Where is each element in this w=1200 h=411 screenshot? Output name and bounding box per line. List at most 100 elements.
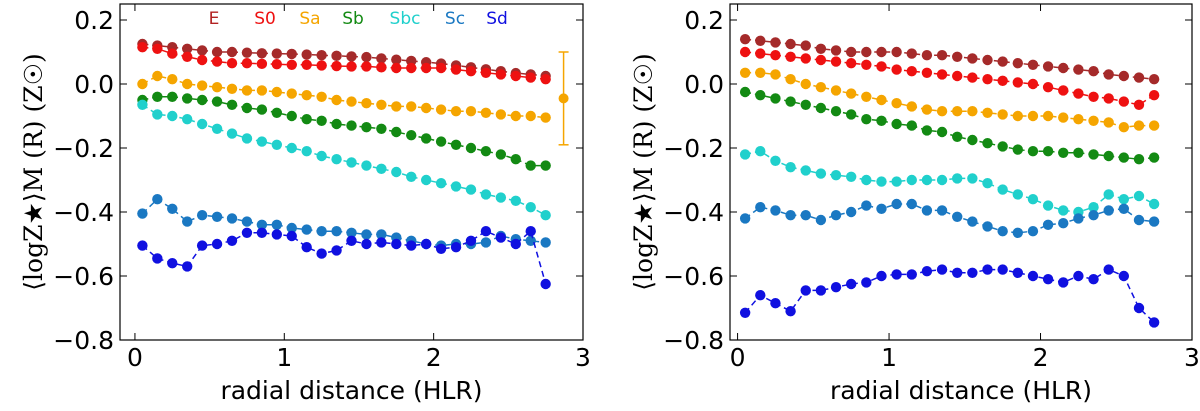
point-s0 [406, 62, 417, 74]
point-e [196, 45, 208, 56]
point-sbc [921, 174, 933, 186]
point-e [211, 46, 223, 58]
point-sbc [861, 174, 872, 186]
point-sc [921, 205, 933, 216]
y-tick-label: −0.6 [53, 262, 114, 291]
point-sd [800, 285, 811, 296]
point-sc [256, 219, 268, 230]
point-sd [891, 269, 902, 280]
point-sa [361, 98, 372, 109]
point-sd [510, 238, 521, 250]
point-sa [861, 91, 872, 103]
point-sa [376, 99, 387, 111]
point-sb [420, 133, 432, 144]
point-sa [845, 88, 857, 99]
point-sc [845, 206, 857, 218]
plot-frame [119, 3, 584, 341]
point-sb [361, 122, 372, 133]
point-sb [997, 141, 1008, 152]
point-sb [1058, 147, 1069, 158]
point-e [770, 37, 781, 48]
point-sbc [982, 178, 993, 189]
point-s0 [1148, 90, 1160, 101]
point-e [301, 49, 312, 60]
point-e [891, 46, 902, 58]
point-sd [936, 264, 948, 275]
point-e [1148, 74, 1160, 85]
point-e [755, 35, 766, 46]
point-e [845, 46, 857, 58]
point-sb [1103, 150, 1114, 162]
point-sbc [967, 173, 978, 184]
error-bar-point [558, 93, 569, 104]
point-sbc [182, 114, 193, 125]
point-sd [861, 277, 872, 288]
point-sc [525, 235, 536, 246]
point-sb [739, 86, 751, 98]
point-s0 [256, 58, 268, 70]
point-sd [226, 235, 238, 246]
point-sa [241, 85, 253, 96]
point-sbc [301, 146, 312, 157]
point-sbc [540, 210, 551, 221]
point-sc [167, 203, 178, 214]
point-s0 [1118, 96, 1130, 107]
point-sa [800, 78, 811, 90]
point-sc [301, 224, 312, 235]
series-line-s0 [745, 51, 1155, 106]
point-sd [137, 240, 148, 251]
point-s0 [137, 42, 148, 53]
point-sa [1027, 110, 1039, 122]
point-sbc [815, 168, 827, 179]
point-sa [391, 101, 402, 112]
legend-entry-s0: S0 [254, 9, 276, 29]
point-sb [241, 102, 253, 114]
point-sbc [800, 165, 811, 176]
legend-entry-sc: Sc [445, 9, 465, 29]
point-sa [211, 82, 223, 93]
point-s0 [420, 62, 432, 74]
point-sa [1103, 117, 1114, 128]
point-sd [495, 232, 507, 243]
point-s0 [921, 67, 933, 79]
y-tick-label: 0.2 [684, 6, 724, 35]
point-sb [331, 118, 342, 130]
point-sd [480, 226, 492, 237]
point-sa [876, 94, 887, 106]
point-sa [770, 69, 781, 80]
legend-entry-e: E [209, 9, 220, 29]
point-e [1058, 62, 1069, 74]
point-sd [241, 227, 253, 238]
point-s0 [450, 64, 462, 75]
point-sc [480, 237, 492, 248]
point-sa [226, 83, 238, 95]
x-tick-label: 2 [1033, 343, 1049, 372]
point-sa [830, 85, 842, 96]
x-axis-label: radial distance (HLR) [220, 376, 482, 405]
point-sa [182, 78, 193, 90]
point-sa [256, 85, 268, 96]
point-sbc [1042, 200, 1054, 211]
point-sbc [465, 184, 477, 195]
point-sbc [1133, 190, 1145, 202]
point-sc [1133, 214, 1145, 226]
point-sc [376, 229, 387, 240]
point-sbc [952, 173, 963, 184]
point-sd [1148, 317, 1160, 328]
point-sd [286, 230, 297, 242]
point-s0 [1027, 78, 1039, 90]
point-sbc [1058, 205, 1069, 216]
point-e [800, 40, 811, 51]
point-sa [495, 109, 507, 120]
point-sc [1042, 219, 1054, 230]
point-s0 [1088, 91, 1099, 103]
point-sa [952, 106, 963, 117]
point-sd [876, 270, 887, 282]
point-sc [1118, 203, 1130, 214]
point-sc [331, 226, 342, 237]
point-s0 [167, 48, 178, 59]
y-tick-label: −0.6 [663, 262, 724, 291]
point-sbc [1118, 194, 1130, 205]
point-e [391, 54, 402, 65]
point-sbc [196, 118, 208, 130]
